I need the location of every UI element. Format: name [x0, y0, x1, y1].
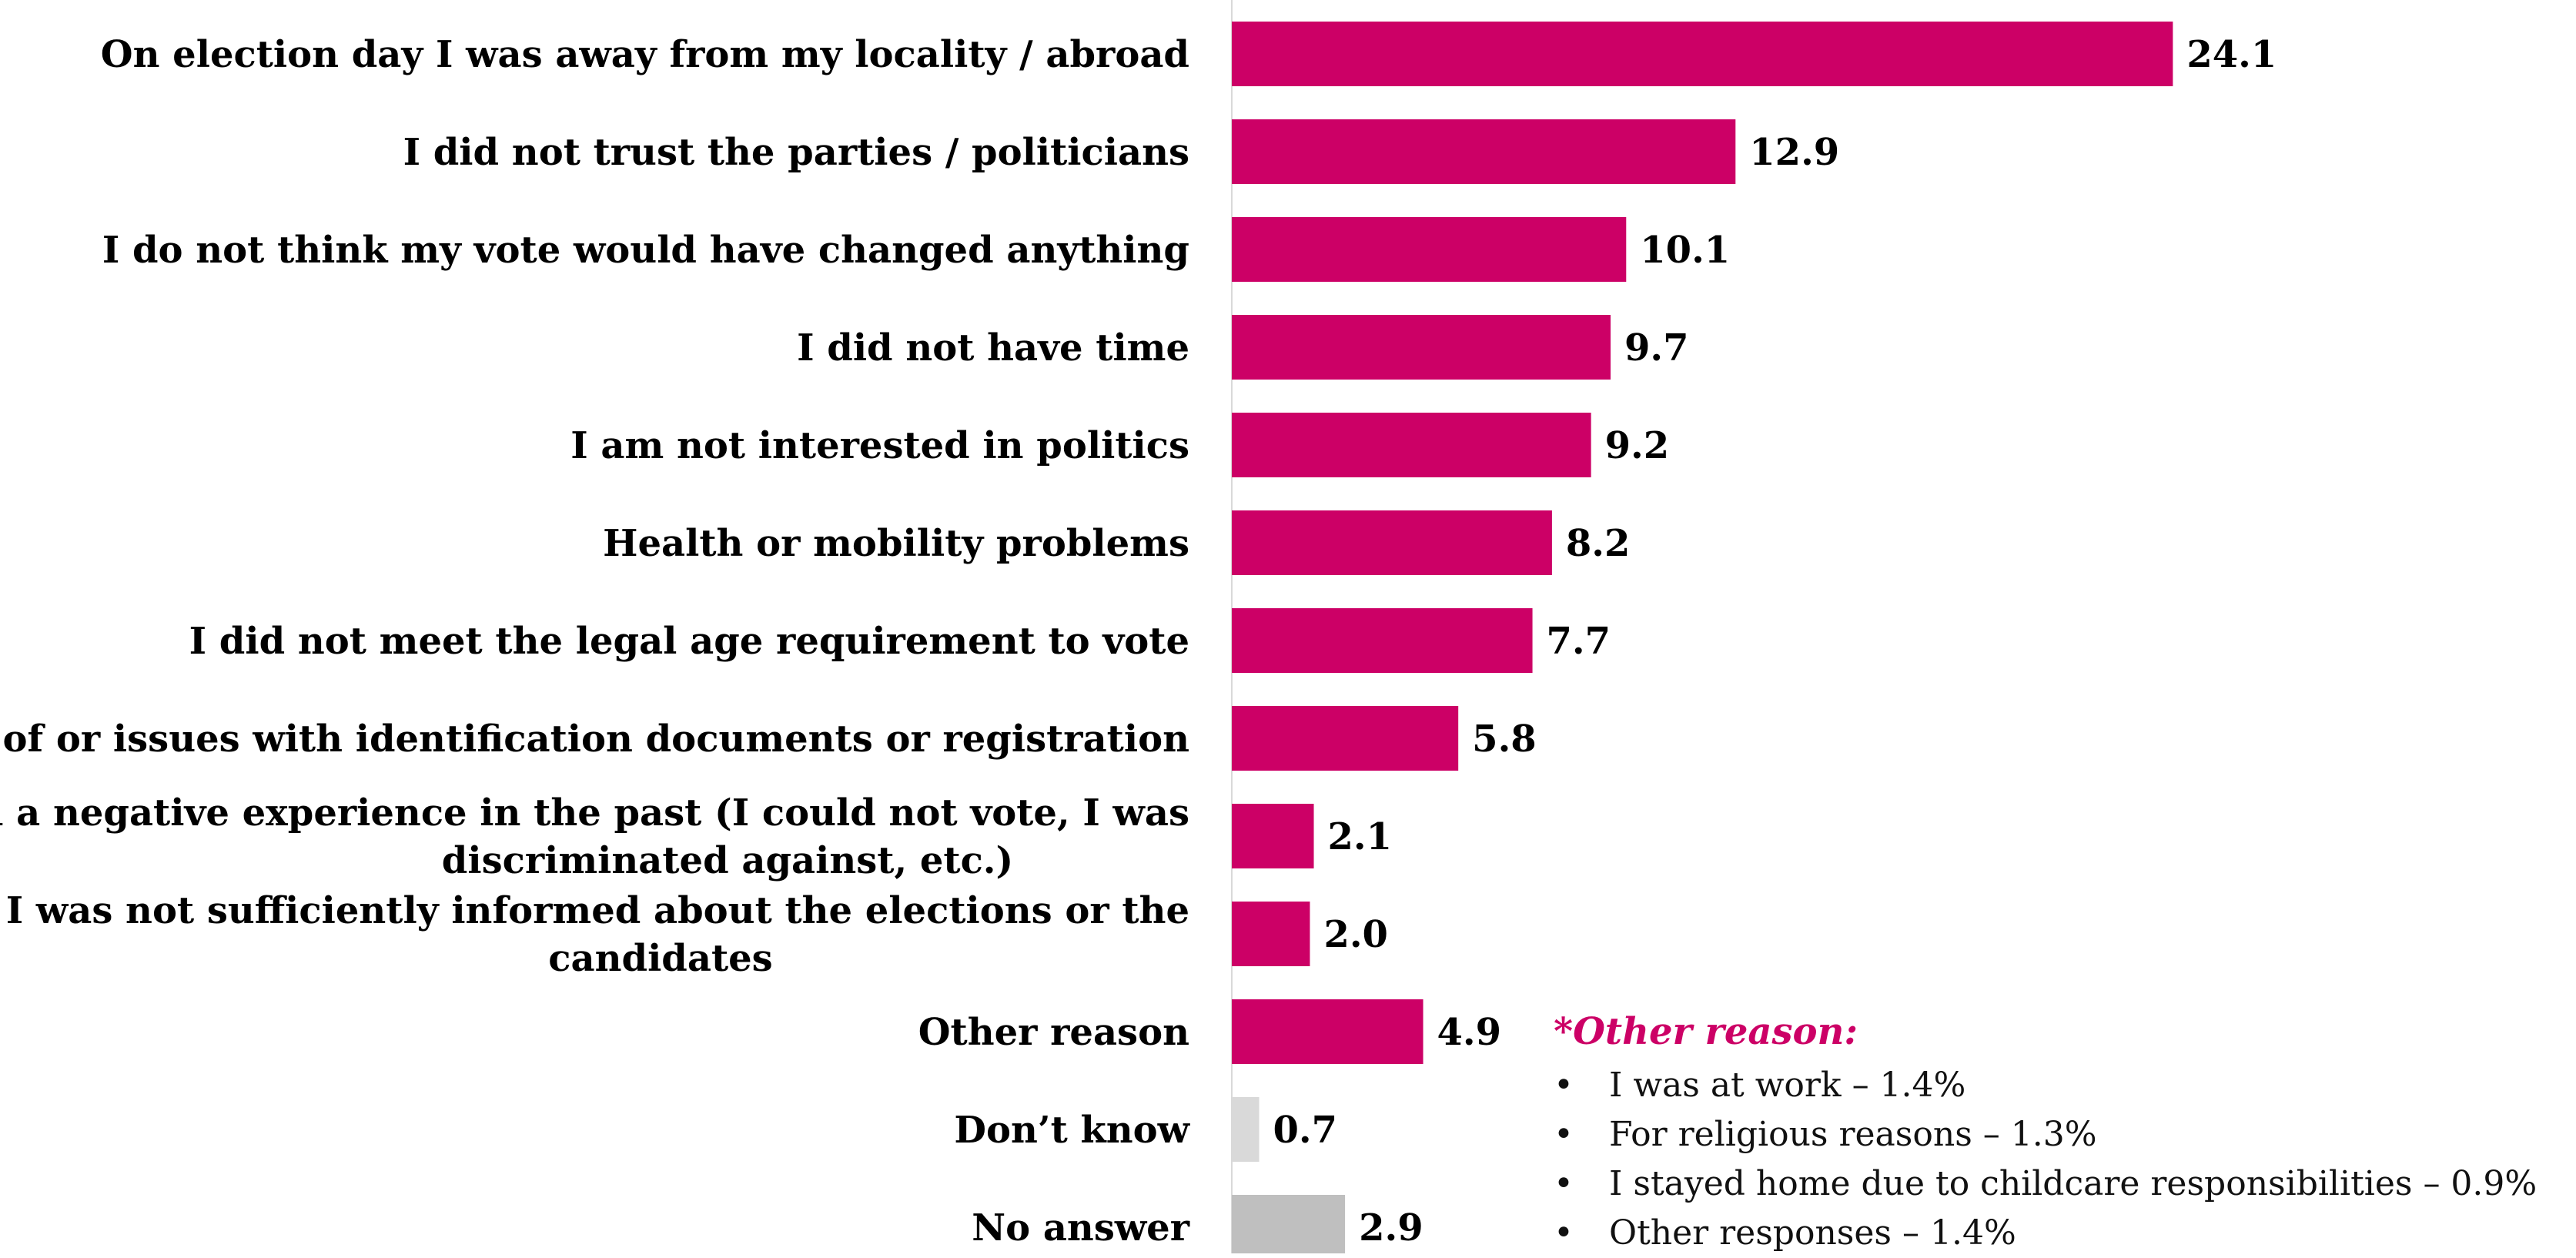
bar [1232, 413, 1591, 477]
bar [1232, 706, 1459, 771]
note-list: • I was at work – 1.4% • For religious rea… [1554, 1061, 2537, 1258]
category-label: candidates [548, 937, 772, 980]
bar [1232, 119, 1736, 184]
value-label: 9.7 [1624, 326, 1689, 370]
category-label: I did not trust the parties / politician… [403, 131, 1189, 174]
value-label: 7.7 [1547, 620, 1611, 663]
value-label: 0.7 [1273, 1109, 1338, 1152]
note-item: • I stayed home due to childcare responsi… [1554, 1159, 2537, 1209]
category-label: On election day I was away from my local… [101, 33, 1189, 76]
bullet-icon: • [1554, 1066, 1574, 1105]
category-label: I do not think my vote would have change… [102, 229, 1189, 272]
note-item-text: For religious reasons – 1.3% [1609, 1115, 2097, 1154]
note-item: • Other responses – 1.4% [1554, 1209, 2537, 1258]
bar [1232, 315, 1611, 380]
category-label: Health or mobility problems [603, 522, 1189, 565]
note-item-text: I stayed home due to childcare responsib… [1609, 1164, 2538, 1203]
bar [1232, 510, 1552, 575]
value-label: 2.0 [1323, 913, 1388, 956]
bar [1232, 902, 1310, 966]
category-label: Lack of or issues with identification do… [0, 718, 1189, 761]
value-label: 10.1 [1640, 229, 1730, 272]
bar [1232, 608, 1533, 673]
bar [1232, 1195, 1346, 1253]
bullet-icon: • [1554, 1213, 1574, 1253]
value-label: 9.2 [1605, 424, 1670, 467]
category-label: I was not sufficiently informed about th… [6, 889, 1189, 932]
category-label: Other reason [918, 1011, 1189, 1054]
bullet-icon: • [1554, 1164, 1574, 1203]
category-label: I had a negative experience in the past … [0, 791, 1189, 835]
bar [1232, 1097, 1260, 1162]
category-label: No answer [972, 1206, 1189, 1250]
other-reason-note: *Other reason: • I was at work – 1.4% • Fo… [1554, 1010, 2537, 1258]
category-label: discriminated against, etc.) [442, 839, 1013, 882]
note-title: *Other reason: [1554, 1010, 1858, 1053]
note-item: • For religious reasons – 1.3% [1554, 1110, 2537, 1159]
note-item: • I was at work – 1.4% [1554, 1061, 2537, 1110]
value-label: 24.1 [2186, 33, 2277, 76]
bar [1232, 22, 2173, 86]
value-label: 5.8 [1472, 718, 1537, 761]
value-label: 8.2 [1566, 522, 1631, 565]
bar [1232, 804, 1314, 868]
category-label: I did not have time [797, 326, 1189, 370]
value-label: 4.9 [1437, 1011, 1502, 1054]
note-item-text: I was at work – 1.4% [1609, 1066, 1966, 1105]
value-label: 2.1 [1328, 815, 1393, 858]
note-item-text: Other responses – 1.4% [1609, 1213, 2016, 1253]
bar [1232, 999, 1423, 1064]
bullet-icon: • [1554, 1115, 1574, 1154]
bar [1232, 217, 1627, 282]
value-label: 2.9 [1359, 1206, 1423, 1250]
category-label: I did not meet the legal age requirement… [189, 620, 1189, 663]
category-label: Don’t know [954, 1109, 1190, 1152]
value-label: 12.9 [1749, 131, 1839, 174]
category-label: I am not interested in politics [570, 424, 1189, 467]
